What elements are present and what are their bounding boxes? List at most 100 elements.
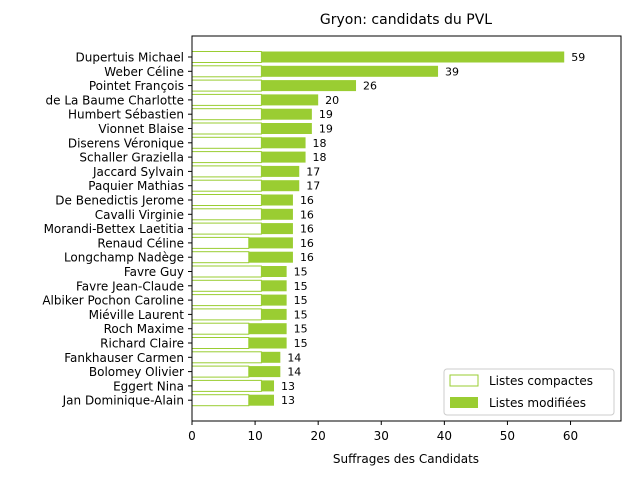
x-axis: 0 10 20 30 40 50 60: [188, 421, 578, 443]
value-label: 13: [281, 394, 295, 407]
value-label: 18: [313, 137, 327, 150]
bar-compactes: [191, 65, 262, 78]
category-label: Renaud Céline: [97, 236, 184, 250]
value-label: 59: [571, 51, 585, 64]
bar-compactes: [191, 322, 250, 335]
bar-modifiees: [248, 394, 275, 406]
category-label: Morandi-Bettex Laetitia: [44, 222, 184, 236]
bar-compactes: [191, 93, 262, 106]
bar-modifiees: [261, 294, 287, 306]
bar-compactes: [191, 179, 262, 192]
bar-compactes: [191, 108, 262, 121]
bar-modifiees: [261, 65, 439, 77]
category-label: Schaller Graziella: [79, 151, 184, 165]
bar-modifiees: [261, 165, 300, 177]
x-tick-label: 10: [247, 429, 262, 443]
category-label: Vionnet Blaise: [98, 122, 184, 136]
category-label: Humbert Sébastien: [68, 108, 184, 122]
category-label: Pointet François: [89, 79, 184, 93]
bar-modifiees: [261, 194, 293, 206]
bar-modifiees: [261, 380, 275, 392]
value-label: 16: [300, 223, 314, 236]
value-label: 14: [287, 366, 301, 379]
bar-modifiees: [261, 123, 312, 134]
value-label: 26: [363, 80, 377, 93]
value-label: 16: [300, 251, 314, 264]
category-label: Diserens Véronique: [68, 136, 184, 150]
bar-modifiees: [261, 280, 287, 292]
value-label: 19: [319, 108, 333, 121]
bar-compactes: [191, 279, 262, 292]
value-label: 15: [294, 308, 308, 321]
value-label: 14: [287, 351, 301, 364]
category-label: Eggert Nina: [113, 379, 184, 393]
bar-modifiees: [261, 80, 357, 92]
bar-compactes: [191, 165, 262, 178]
bar-modifiees: [261, 208, 293, 220]
legend-swatch-modifiees: [450, 397, 478, 408]
bar-modifiees: [261, 180, 300, 192]
value-label: 18: [313, 151, 327, 164]
bar-modifiees: [261, 266, 287, 277]
category-label: Roch Maxime: [104, 322, 184, 336]
value-labels: 5939262019191818171716161616161515151515…: [281, 51, 585, 407]
bar-compactes: [191, 122, 262, 135]
bar-modifiees: [261, 223, 293, 235]
legend-label-compactes: Listes compactes: [489, 374, 593, 388]
category-label: Weber Céline: [104, 65, 184, 79]
legend-label-modifiees: Listes modifiées: [489, 396, 586, 410]
bar-modifiees: [261, 351, 281, 363]
x-tick-label: 0: [188, 429, 196, 443]
value-label: 15: [294, 266, 308, 279]
category-label: Albiker Pochon Caroline: [42, 294, 184, 308]
bar-compactes: [191, 51, 262, 63]
bar-compactes: [191, 151, 262, 164]
category-label: Jan Dominique-Alain: [62, 394, 184, 408]
bar-compactes: [191, 308, 262, 321]
x-axis-label: Suffrages des Candidats: [333, 452, 479, 466]
legend-box: [443, 368, 615, 416]
category-label: Jaccard Sylvain: [92, 165, 184, 179]
bar-compactes: [191, 365, 250, 378]
value-label: 13: [281, 380, 295, 393]
chart-title: Gryon: candidats du PVL: [320, 12, 492, 28]
value-label: 16: [300, 208, 314, 221]
x-tick-label: 60: [563, 429, 578, 443]
bar-modifiees: [261, 108, 312, 120]
bar-compactes: [191, 194, 262, 206]
x-tick-label: 40: [437, 429, 452, 443]
category-label: Fankhauser Carmen: [64, 351, 184, 365]
value-label: 15: [294, 280, 308, 293]
value-label: 17: [306, 180, 320, 193]
category-label: Miéville Laurent: [89, 308, 185, 322]
value-label: 20: [325, 94, 339, 107]
bar-modifiees: [261, 308, 287, 320]
category-label: Favre Guy: [124, 265, 184, 279]
bar-compactes: [191, 394, 250, 407]
bar-modifiees: [248, 323, 287, 335]
bar-compactes: [191, 265, 262, 278]
bar-modifiees: [248, 366, 281, 378]
value-label: 15: [294, 323, 308, 336]
category-label: Favre Jean-Claude: [76, 279, 184, 293]
value-label: 16: [300, 237, 314, 250]
category-label: de La Baume Charlotte: [46, 93, 185, 107]
bars-layer: [191, 51, 565, 407]
bar-modifiees: [248, 237, 293, 249]
value-label: 17: [306, 165, 320, 178]
category-label: De Benedictis Jerome: [55, 194, 184, 208]
category-label: Dupertuis Michael: [76, 51, 184, 65]
bar-compactes: [191, 236, 250, 249]
bar-compactes: [191, 79, 262, 92]
bar-compactes: [191, 337, 250, 349]
value-label: 16: [300, 194, 314, 207]
bar-modifiees: [261, 151, 306, 163]
x-tick-label: 20: [311, 429, 326, 443]
bar-compactes: [191, 379, 262, 392]
bar-modifiees: [261, 51, 565, 63]
value-label: 15: [294, 337, 308, 350]
bar-modifiees: [248, 337, 287, 349]
